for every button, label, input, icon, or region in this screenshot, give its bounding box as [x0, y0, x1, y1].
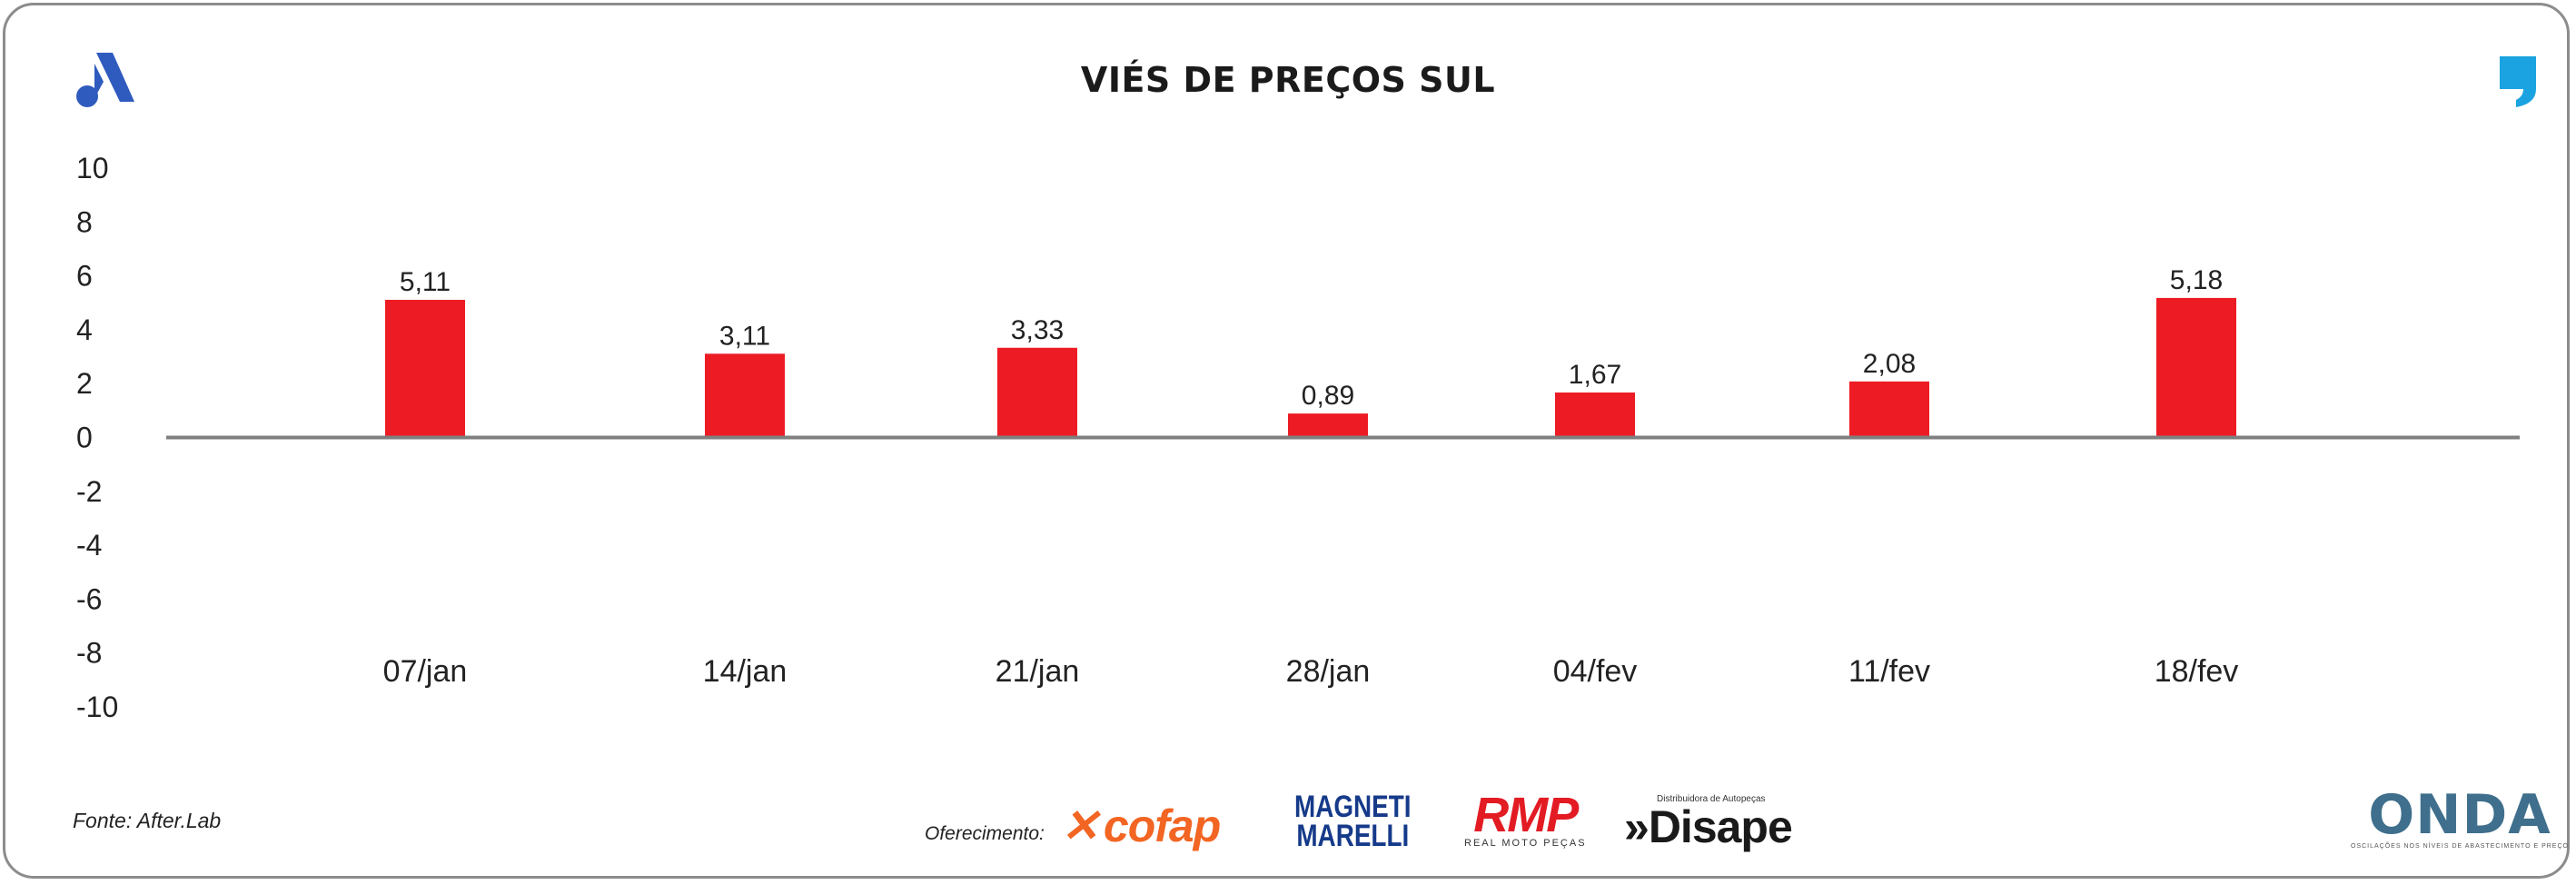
bar	[2156, 297, 2236, 438]
chart-title: VIÉS DE PREÇOS SUL	[1080, 60, 1496, 100]
data-label: 5,11	[400, 267, 451, 297]
magneti-marelli-logo: MAGNETI MARELLI	[1294, 790, 1412, 853]
data-label: 3,11	[719, 321, 770, 351]
y-tick-label: -6	[76, 582, 102, 615]
y-tick-label: -8	[76, 637, 102, 670]
y-tick-label: -4	[76, 529, 102, 562]
y-tick-label: 4	[76, 313, 93, 346]
data-label: 0,89	[1302, 381, 1354, 411]
bar	[1555, 392, 1635, 438]
onda-logo: ONDA OSCILAÇÕES NOS NÍVEIS DE ABASTECIME…	[2351, 783, 2569, 850]
x-tick-label: 14/jan	[703, 654, 788, 689]
x-tick-label: 28/jan	[1286, 654, 1371, 689]
quote-mark-icon	[2500, 56, 2536, 107]
x-tick-label: 18/fev	[2155, 654, 2239, 689]
bar	[705, 353, 785, 438]
bar	[1849, 381, 1929, 438]
x-tick-label: 11/fev	[1848, 654, 1930, 689]
y-tick-label: 6	[76, 260, 93, 293]
data-label: 5,18	[2170, 265, 2223, 295]
bar	[997, 347, 1077, 438]
cofap-logo: ✕ cofap	[1061, 800, 1221, 851]
chart-frame	[3, 3, 2570, 879]
y-tick-label: -10	[76, 691, 118, 723]
y-tick-label: 2	[76, 367, 93, 400]
x-tick-label: 04/fev	[1553, 654, 1638, 689]
data-label: 1,67	[1569, 360, 1621, 390]
y-tick-label: -2	[76, 475, 102, 508]
source-note: Fonte: After.Lab	[73, 809, 222, 832]
data-label: 3,33	[1011, 315, 1064, 345]
data-label: 2,08	[1863, 349, 1916, 379]
y-tick-label: 0	[76, 422, 93, 454]
y-tick-label: 8	[76, 205, 93, 238]
sponsors-label: Oferecimento:	[925, 823, 1045, 844]
x-tick-label: 07/jan	[383, 654, 468, 689]
y-tick-label: 10	[76, 152, 109, 184]
bar	[1288, 413, 1368, 438]
rmp-logo: RMP REAL MOTO PEÇAS	[1464, 788, 1587, 849]
brand-a-logo-icon	[76, 53, 134, 107]
x-tick-label: 21/jan	[996, 654, 1080, 689]
bar	[385, 299, 465, 438]
disape-logo: Distribuidora de Autopeças »Disape	[1624, 794, 1793, 852]
